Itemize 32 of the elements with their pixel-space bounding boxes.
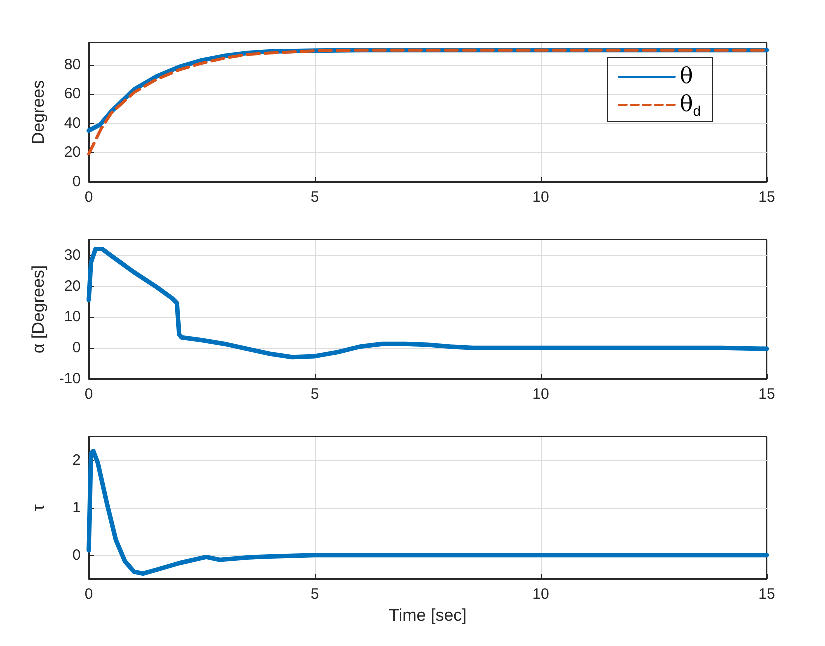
- y-axis-title: α [Degrees]: [29, 265, 48, 354]
- y-tick-label: 80: [64, 56, 81, 74]
- y-tick-label: 1: [72, 500, 81, 516]
- line-series: [86, 247, 770, 360]
- x-tick-label: 0: [84, 386, 94, 403]
- x-tick-label: 10: [532, 586, 550, 603]
- y-tick-label: 10: [64, 308, 81, 326]
- y-axis-title: Degrees: [29, 80, 48, 145]
- y-tick-label: 0: [72, 546, 81, 564]
- y-tick-label: 20: [64, 278, 81, 295]
- y-axis-title: τ: [29, 504, 48, 512]
- y-tick-label: 30: [64, 246, 81, 264]
- y-tick-label: 60: [64, 86, 81, 103]
- y-tick-label: 0: [72, 174, 81, 190]
- x-tick-label: 0: [84, 189, 94, 206]
- legend-label: θ: [680, 64, 694, 90]
- y-tick-label: 40: [64, 114, 81, 132]
- y-tick-label: 0: [72, 340, 81, 357]
- x-tick-label: 15: [758, 189, 776, 206]
- x-tick-label: 5: [310, 189, 320, 206]
- x-tick-label: 15: [758, 586, 776, 603]
- y-tick-label: -10: [59, 370, 81, 388]
- x-tick-label: 10: [532, 189, 550, 206]
- x-tick-label: 10: [532, 386, 550, 403]
- x-tick-label: 0: [84, 586, 94, 603]
- x-tick-label: 5: [310, 386, 320, 403]
- line-series: [86, 448, 770, 576]
- x-axis-title: Time [sec]: [389, 606, 467, 625]
- y-tick-label: 20: [64, 144, 81, 162]
- x-tick-label: 15: [758, 386, 776, 403]
- x-tick-label: 5: [310, 586, 320, 603]
- y-tick-label: 2: [72, 452, 81, 470]
